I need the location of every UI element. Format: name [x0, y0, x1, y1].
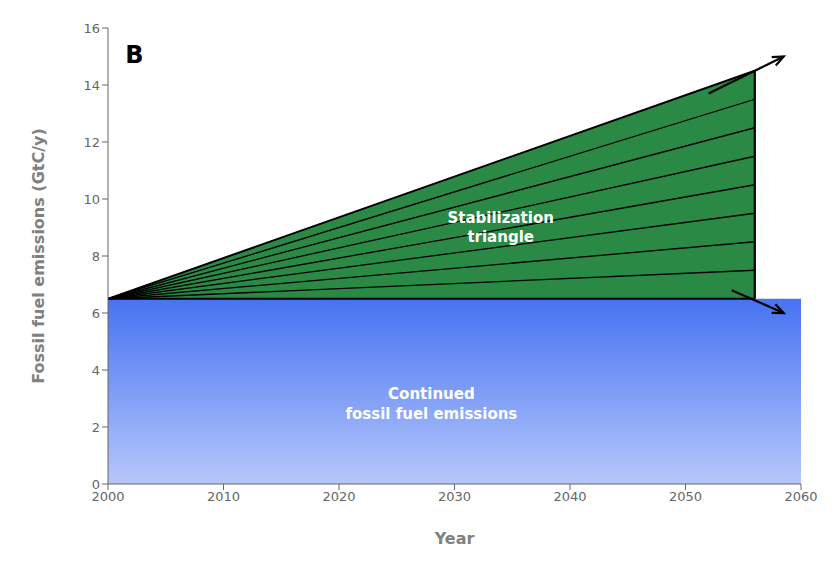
svg-text:2010: 2010	[207, 489, 240, 504]
svg-text:10: 10	[83, 192, 100, 207]
svg-text:Year: Year	[434, 529, 475, 548]
svg-text:12: 12	[83, 135, 100, 150]
svg-text:2040: 2040	[553, 489, 586, 504]
svg-text:B: B	[125, 41, 143, 69]
svg-text:0: 0	[92, 477, 100, 492]
svg-text:2050: 2050	[669, 489, 702, 504]
svg-text:2000: 2000	[91, 489, 125, 505]
svg-text:8: 8	[92, 249, 100, 264]
svg-text:2: 2	[92, 420, 100, 435]
svg-text:2020: 2020	[322, 489, 355, 504]
svg-text:Stabilizationtriangle: Stabilizationtriangle	[447, 209, 553, 247]
svg-text:Continuedfossil fuel emissions: Continuedfossil fuel emissions	[346, 385, 518, 423]
svg-text:2030: 2030	[438, 489, 471, 504]
svg-text:6: 6	[92, 306, 100, 321]
svg-text:4: 4	[92, 363, 100, 378]
svg-text:14: 14	[83, 78, 100, 93]
svg-text:Fossil fuel emissions (GtC/y): Fossil fuel emissions (GtC/y)	[29, 128, 48, 384]
svg-text:2060: 2060	[784, 489, 817, 504]
svg-text:16: 16	[83, 21, 100, 36]
